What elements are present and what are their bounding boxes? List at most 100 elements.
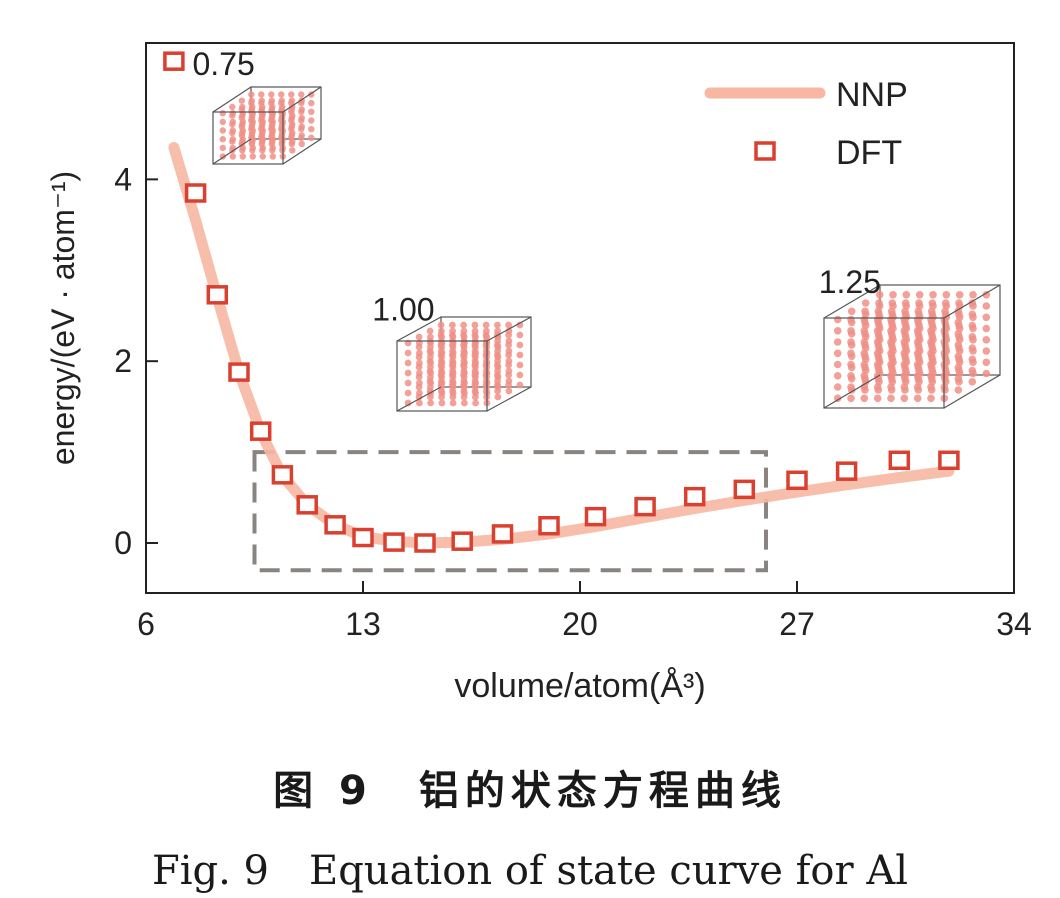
atom-dot xyxy=(833,360,842,369)
atom-dot xyxy=(289,138,296,145)
atom-dot xyxy=(438,333,445,341)
atom-dot xyxy=(982,324,991,333)
atom-dot xyxy=(505,321,512,329)
legend-dft-swatch xyxy=(754,141,776,161)
atom-dot xyxy=(298,132,305,139)
atom-dot xyxy=(259,136,266,143)
atom-dot xyxy=(288,97,295,104)
atom-dot xyxy=(900,383,909,391)
atom-dot xyxy=(860,327,869,335)
dft-data-point xyxy=(938,450,960,471)
dft-data-point xyxy=(206,285,229,305)
atom-dot xyxy=(268,97,275,104)
atom-dot xyxy=(249,110,256,117)
atom-dot xyxy=(248,91,255,98)
atom-dot xyxy=(833,315,842,324)
atom-dot xyxy=(860,315,869,324)
atom-dot xyxy=(941,299,950,307)
atom-dot xyxy=(482,321,490,329)
atom-dot xyxy=(239,136,246,143)
atom-dot xyxy=(873,394,882,403)
atom-dot xyxy=(900,315,909,324)
atom-dot xyxy=(438,349,446,357)
crystal-edge xyxy=(823,374,881,409)
crystal-edge xyxy=(396,316,442,342)
atom-dot xyxy=(913,349,922,358)
atom-dot xyxy=(954,352,963,361)
atom-dot xyxy=(460,327,468,335)
atom-dot xyxy=(219,144,226,152)
scale-factor-label: 0.75 xyxy=(193,46,255,82)
atom-dot xyxy=(861,299,870,307)
dft-data-point xyxy=(249,421,272,441)
atom-dot xyxy=(860,394,869,403)
atom-dot xyxy=(505,367,513,375)
scale-factor-label: 1.25 xyxy=(819,264,881,300)
atom-dot xyxy=(927,360,935,369)
atom-dot xyxy=(847,315,855,324)
dft-data-point xyxy=(184,183,207,203)
atom-dot xyxy=(516,331,524,339)
atom-dot xyxy=(913,383,922,391)
atom-dot xyxy=(954,375,963,383)
atom-dot xyxy=(308,99,315,107)
dft-data-point xyxy=(733,479,756,500)
atom-dot xyxy=(298,91,305,98)
dft-data-point xyxy=(634,496,656,517)
atom-dot xyxy=(982,313,991,322)
crystal-edge xyxy=(486,386,532,412)
atom-dot xyxy=(494,393,502,401)
atom-dot xyxy=(954,386,963,394)
atom-dot xyxy=(861,307,869,316)
atom-dot xyxy=(968,299,977,307)
atom-dot xyxy=(928,299,937,307)
atom-dot xyxy=(954,307,963,316)
dft-data-point xyxy=(228,362,250,382)
atom-dot xyxy=(229,103,236,111)
atom-dot xyxy=(833,327,842,335)
atom-dot xyxy=(279,103,286,111)
atom-dot xyxy=(461,379,468,387)
atom-dot xyxy=(900,360,909,369)
atom-dot xyxy=(298,123,305,130)
atom-dot xyxy=(873,338,882,346)
atom-dot xyxy=(308,134,315,141)
atom-dot xyxy=(942,291,951,299)
atom-dot xyxy=(860,338,869,346)
atom-dot xyxy=(239,118,246,126)
atom-dot xyxy=(982,336,991,344)
atom-dot xyxy=(259,153,266,160)
y-tick-label: 4 xyxy=(114,161,132,197)
atom-dot xyxy=(278,91,285,98)
atom-dot xyxy=(494,321,501,329)
atom-dot xyxy=(968,355,977,364)
atom-dot xyxy=(416,349,423,357)
atom-dot xyxy=(269,110,276,117)
dft-data-point xyxy=(538,515,560,536)
atom-dot xyxy=(219,118,226,126)
atom-dot xyxy=(427,349,434,357)
highlight-box xyxy=(252,450,768,573)
crystal-edge xyxy=(396,340,488,412)
atom-dot xyxy=(449,369,457,377)
atom-dot xyxy=(927,338,935,346)
crystal-edge xyxy=(486,316,532,342)
atom-dot xyxy=(289,112,296,119)
atom-dot xyxy=(927,349,935,358)
atom-dot xyxy=(239,144,246,152)
atom-dot xyxy=(219,110,226,117)
nnp-series-line xyxy=(168,142,955,549)
atom-dot xyxy=(847,360,855,369)
y-axis-label: energy/(eV · atom⁻¹) xyxy=(45,171,81,465)
atom-dot xyxy=(902,291,911,299)
crystal-edge xyxy=(879,284,1001,376)
atom-dot xyxy=(927,327,935,335)
dft-data-point xyxy=(163,51,185,71)
atom-dot xyxy=(416,389,423,397)
atom-dot xyxy=(249,144,256,152)
dft-data-point xyxy=(451,531,473,551)
scale-factor-label: 1.00 xyxy=(372,291,434,327)
atom-dot xyxy=(927,383,935,391)
atom-dot xyxy=(494,373,502,381)
atom-dot xyxy=(289,129,296,137)
